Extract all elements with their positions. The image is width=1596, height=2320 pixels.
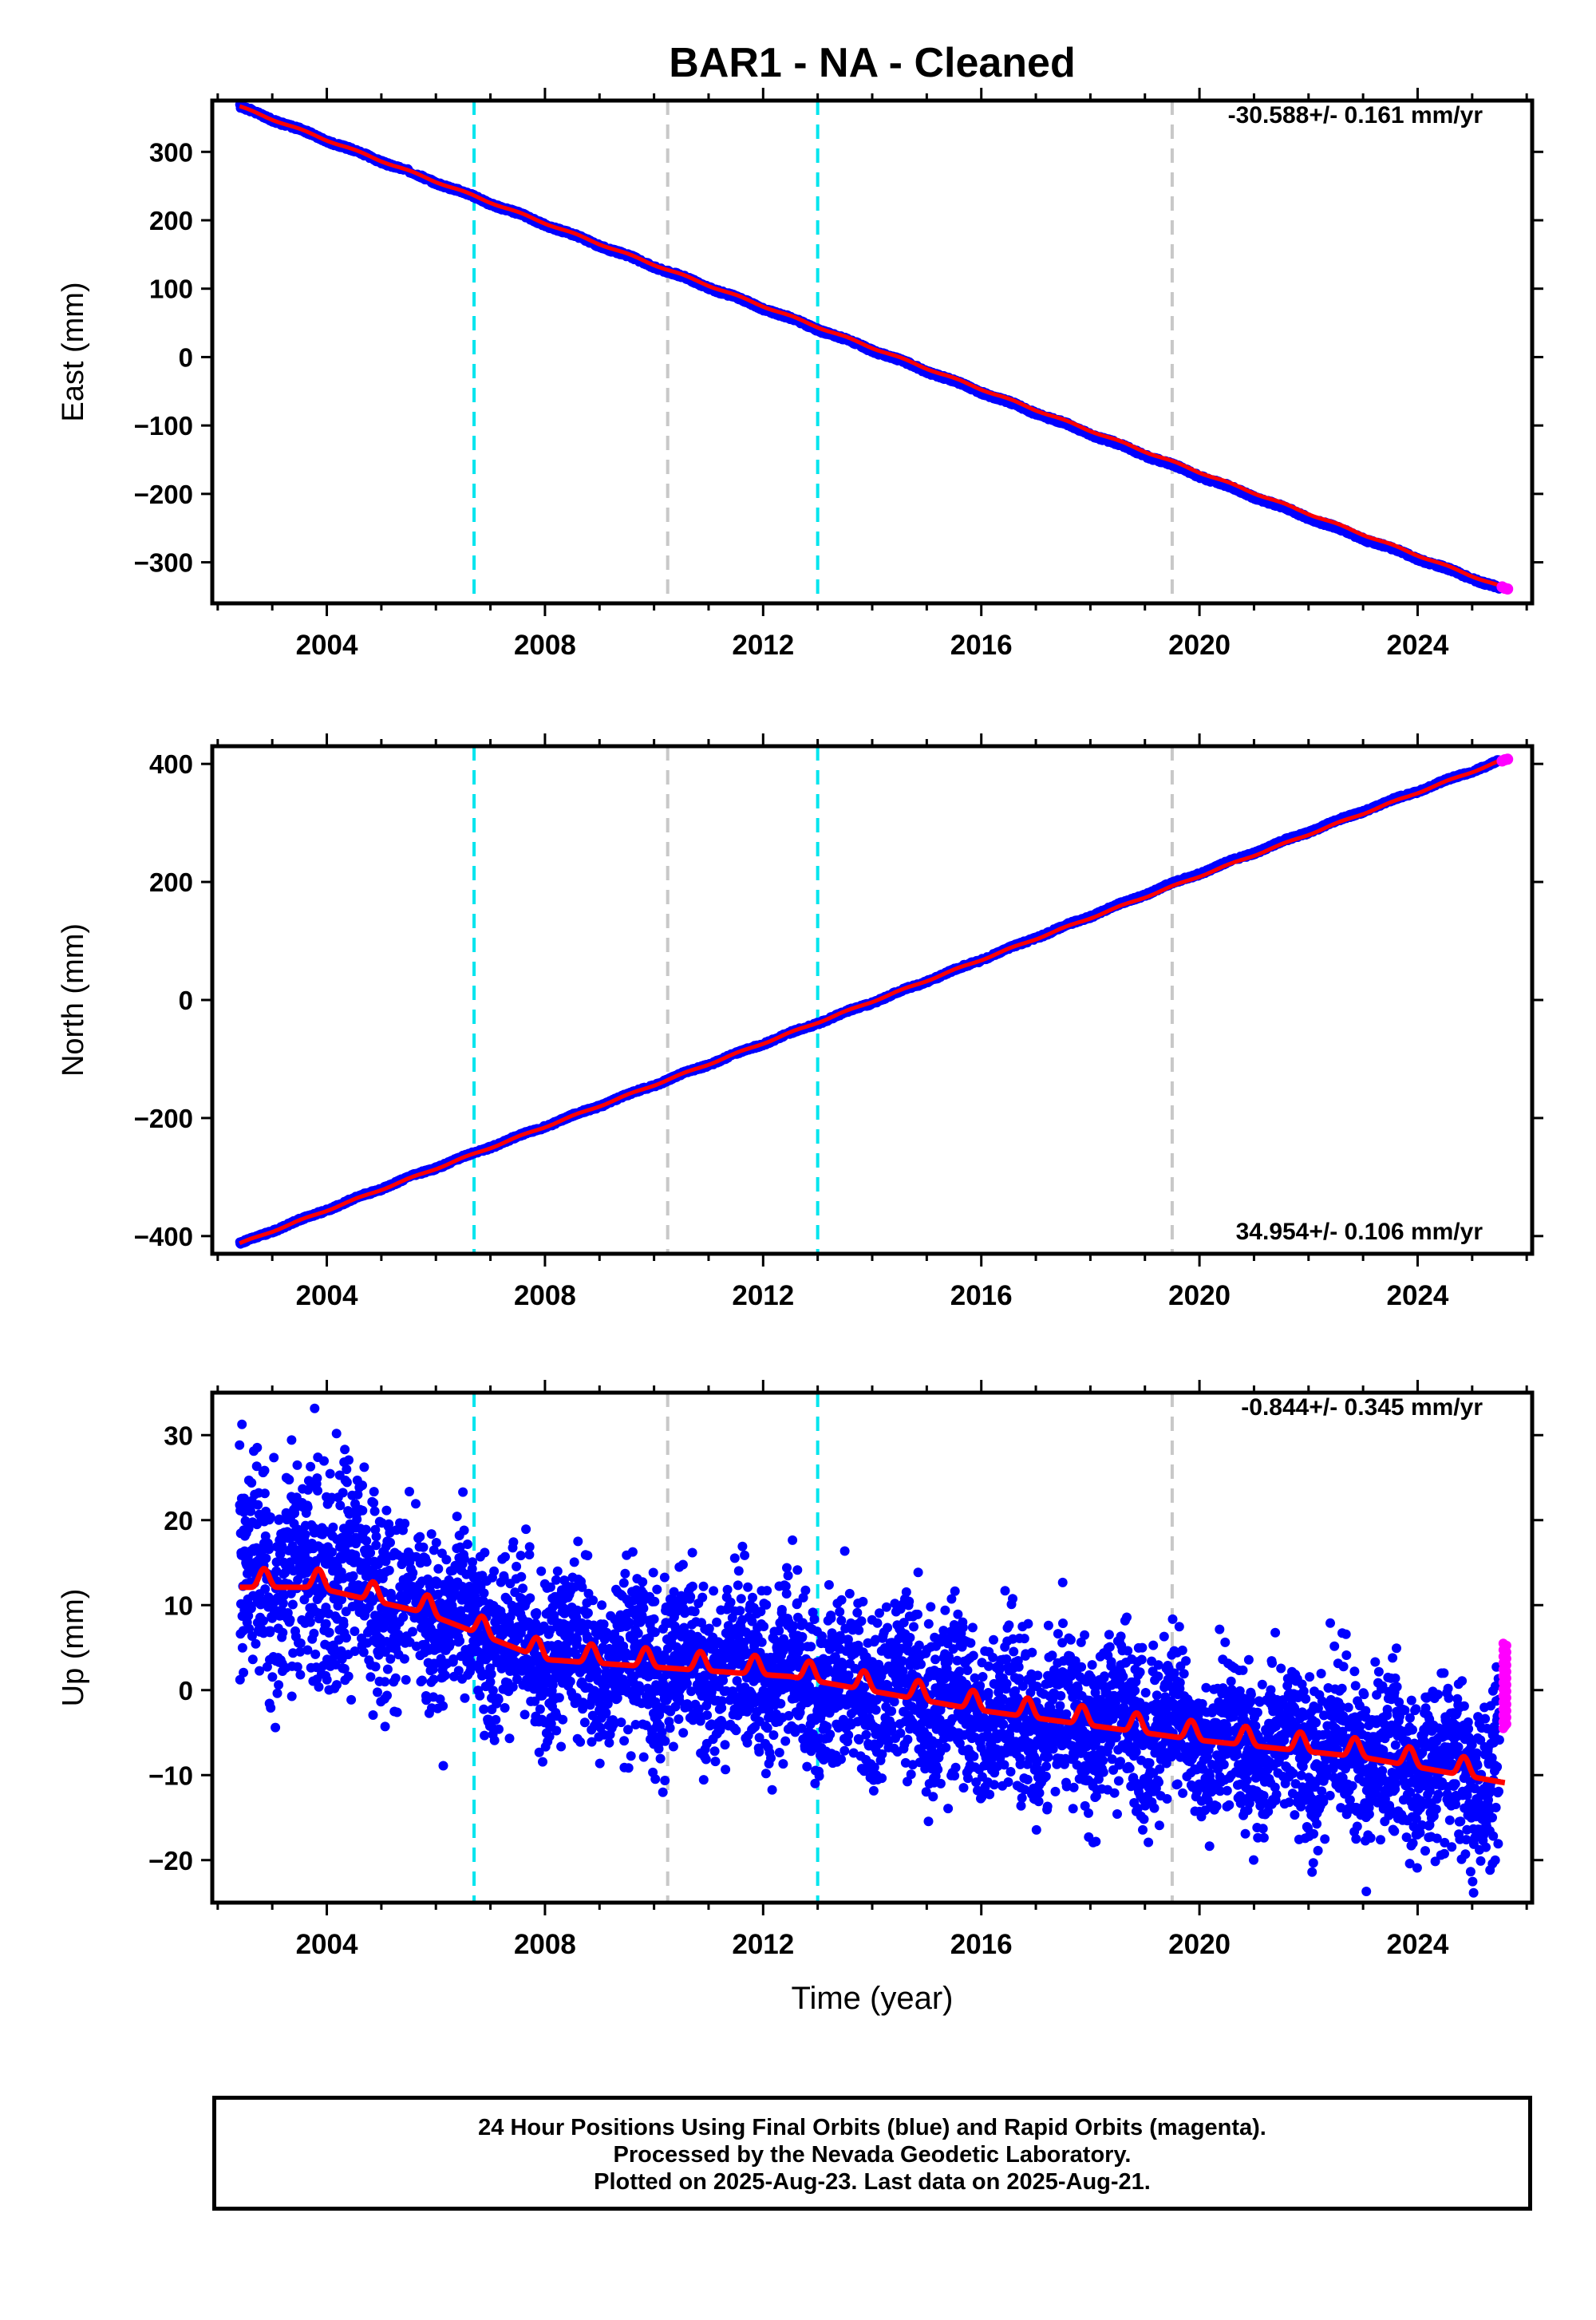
y-tick-label: 300 (149, 137, 193, 167)
x-tick-label: 2020 (1168, 630, 1231, 661)
x-tick-label: 2004 (296, 630, 358, 661)
x-tick-label: 2012 (732, 630, 794, 661)
model-line (239, 106, 1505, 587)
panel-1: −300 −200 −100 0 100 200 300 2004 2008 2012 2016 20… (57, 88, 1543, 661)
x-tick-label: 2024 (1387, 630, 1449, 661)
x-tick-label: 2016 (950, 630, 1013, 661)
plot-area (235, 746, 1514, 1254)
velocity-label: -30.588+/- 0.161 mm/yr (1228, 102, 1483, 128)
y-tick-label: 0 (179, 342, 193, 372)
y-tick-label: 200 (149, 206, 193, 235)
y-tick-label: −100 (134, 411, 193, 441)
figure-title: BAR1 - NA - Cleaned (669, 40, 1075, 86)
y-tick-label: 100 (149, 275, 193, 304)
y-tick-label: −200 (134, 480, 193, 509)
panels-group: −300 −200 −100 0 100 200 300 2004 2008 2012 2016 20… (57, 88, 1543, 2016)
rapid-point (1502, 583, 1513, 595)
y-tick-label: −300 (134, 548, 193, 578)
x-tick-label: 2008 (514, 630, 576, 661)
y-axis-label: East (mm) (57, 282, 90, 421)
plot-area (235, 101, 1514, 603)
